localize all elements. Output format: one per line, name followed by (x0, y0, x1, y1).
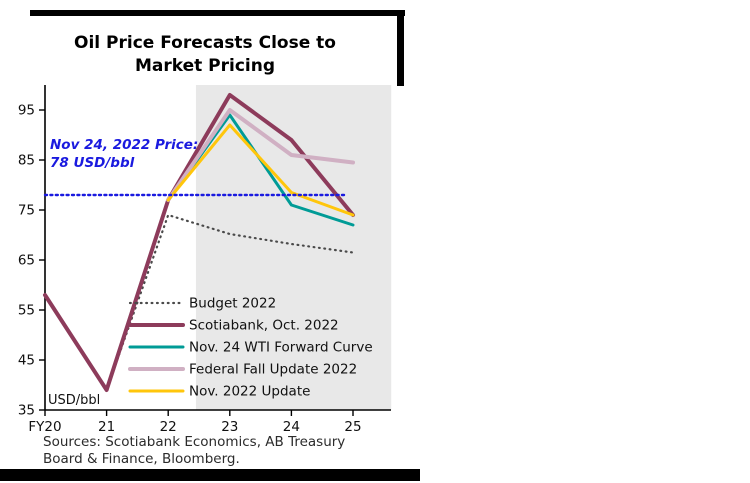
x-tick-label: 23 (221, 419, 238, 435)
y-tick-label: 35 (18, 403, 35, 419)
market-price-annotation: Nov 24, 2022 Price: 78 USD/bbl (50, 137, 199, 172)
y-tick-label: 55 (18, 303, 35, 319)
y-tick-label: 85 (18, 153, 35, 169)
unit-label: USD/bbl (48, 393, 100, 408)
y-tick-label: 65 (18, 253, 35, 269)
series-line-nov-2022-update (166, 123, 355, 217)
series-line-budget-2022 (105, 213, 355, 392)
series-line-scotiabank-oct-2022 (43, 93, 355, 392)
y-tick-label: 95 (18, 103, 35, 119)
decorative-border-right (397, 10, 404, 86)
legend-label: Scotiabank, Oct. 2022 (189, 318, 339, 334)
legend-label: Federal Fall Update 2022 (189, 362, 357, 378)
x-tick-label: 24 (283, 419, 300, 435)
source-note: Sources: Scotiabank Economics, AB Treasu… (43, 434, 346, 467)
legend-label: Nov. 2022 Update (189, 384, 310, 400)
decorative-border-top (30, 10, 405, 16)
y-tick-label: 45 (18, 353, 35, 369)
series-line-federal-fall-update-2022 (166, 108, 355, 202)
x-tick-label: 25 (344, 419, 361, 435)
legend-label: Nov. 24 WTI Forward Curve (189, 340, 373, 356)
forecast-shaded-region (195, 85, 392, 410)
x-tick-label: 21 (98, 419, 115, 435)
y-tick-label: 75 (18, 203, 35, 219)
x-tick-label: 22 (160, 419, 177, 435)
chart-title: Oil Price Forecasts Close to Market Pric… (74, 33, 336, 76)
x-tick-label: FY20 (28, 419, 61, 435)
legend-label: Budget 2022 (189, 296, 276, 312)
decorative-border-bottom (0, 469, 420, 481)
